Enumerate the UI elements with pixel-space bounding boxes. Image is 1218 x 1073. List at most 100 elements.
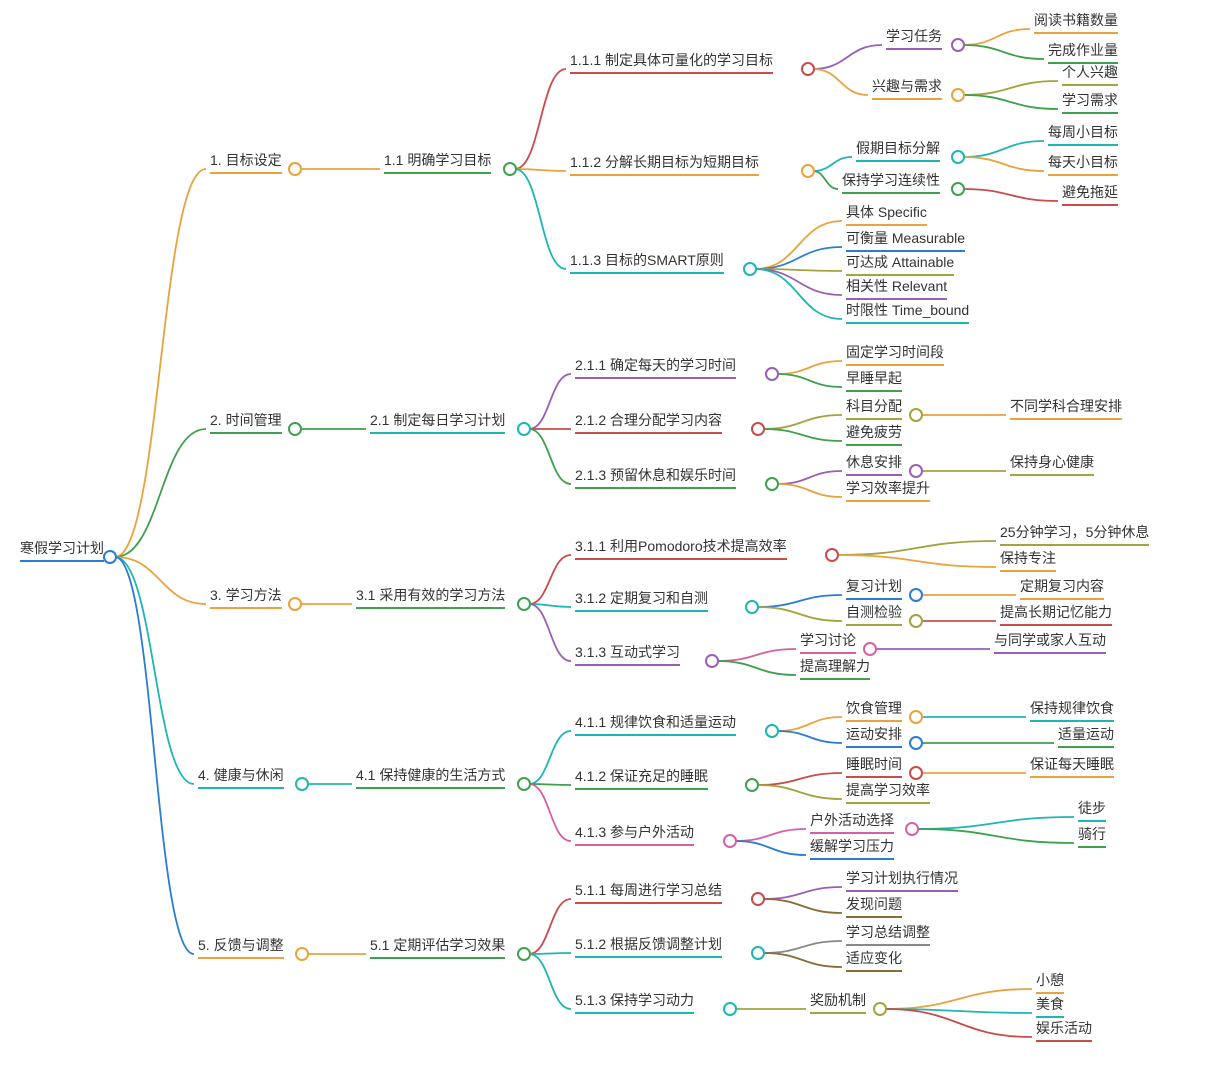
mindmap-node: 睡眠时间 [846, 754, 902, 778]
mindmap-node-dot [765, 724, 779, 738]
mindmap-node: 娱乐活动 [1036, 1018, 1092, 1042]
mindmap-edge [763, 941, 842, 953]
mindmap-node: 休息安排 [846, 452, 902, 476]
mindmap-node: 避免疲劳 [846, 422, 902, 446]
mindmap-node: 提高理解力 [800, 656, 870, 680]
mindmap-edge [755, 221, 842, 269]
mindmap-node: 学习效率提升 [846, 478, 930, 502]
mindmap-node-dot [909, 614, 923, 628]
mindmap-node-dot [909, 766, 923, 780]
mindmap-node-dot [863, 642, 877, 656]
mindmap-node: 2.1.2 合理分配学习内容 [575, 410, 722, 434]
mindmap-node: 保持专注 [1000, 548, 1056, 572]
mindmap-edge [763, 899, 842, 913]
mindmap-node: 4.1.1 规律饮食和适量运动 [575, 712, 736, 736]
mindmap-edge [515, 169, 566, 269]
mindmap-edge [777, 484, 842, 497]
mindmap-node: 25分钟学习，5分钟休息 [1000, 522, 1149, 546]
mindmap-node-dot [517, 947, 531, 961]
mindmap-node: 阅读书籍数量 [1034, 10, 1118, 34]
mindmap-edge [777, 361, 842, 374]
mindmap-node-dot [765, 477, 779, 491]
mindmap-edge [837, 541, 996, 555]
mindmap-node: 5. 反馈与调整 [198, 935, 284, 959]
mindmap-edge [917, 817, 1074, 829]
mindmap-edge [813, 45, 882, 69]
mindmap-edge [757, 785, 842, 799]
mindmap-edge [529, 731, 571, 784]
mindmap-node: 运动安排 [846, 724, 902, 748]
mindmap-node: 适应变化 [846, 948, 902, 972]
mindmap-node-dot [909, 588, 923, 602]
mindmap-edge [529, 555, 571, 604]
mindmap-edge [837, 555, 996, 567]
mindmap-edge [529, 784, 571, 785]
mindmap-node-dot [951, 150, 965, 164]
mindmap-node: 保证每天睡眠 [1030, 754, 1114, 778]
mindmap-edge [757, 773, 842, 785]
mindmap-node: 2.1.1 确定每天的学习时间 [575, 355, 736, 379]
mindmap-node: 不同学科合理安排 [1010, 396, 1122, 420]
mindmap-node-dot [295, 777, 309, 791]
mindmap-edge [529, 604, 571, 661]
mindmap-node-dot [517, 422, 531, 436]
mindmap-node: 个人兴趣 [1062, 62, 1118, 86]
mindmap-node: 饮食管理 [846, 698, 902, 722]
mindmap-node: 每周小目标 [1048, 122, 1118, 146]
mindmap-node: 骑行 [1078, 824, 1106, 848]
mindmap-edge [755, 247, 842, 269]
mindmap-node: 具体 Specific [846, 202, 927, 226]
mindmap-node: 发现问题 [846, 894, 902, 918]
mindmap-node: 学习任务 [886, 26, 942, 50]
mindmap-edge [763, 415, 842, 429]
mindmap-node: 缓解学习压力 [810, 836, 894, 860]
mindmap-node: 4. 健康与休闲 [198, 765, 284, 789]
mindmap-node: 保持规律饮食 [1030, 698, 1114, 722]
mindmap-node: 4.1.3 参与户外活动 [575, 822, 694, 846]
mindmap-node: 1. 目标设定 [210, 150, 282, 174]
mindmap-node-dot [723, 834, 737, 848]
mindmap-edge [963, 157, 1044, 171]
mindmap-node: 美食 [1036, 994, 1064, 1018]
mindmap-node: 1.1.1 制定具体可量化的学习目标 [570, 50, 773, 74]
mindmap-edge [735, 829, 806, 841]
mindmap-node: 2.1.3 预留休息和娱乐时间 [575, 465, 736, 489]
mindmap-node: 3.1.3 互动式学习 [575, 642, 680, 666]
mindmap-node: 学习计划执行情况 [846, 868, 958, 892]
mindmap-edge [813, 157, 852, 171]
mindmap-edge [757, 595, 842, 607]
mindmap-node: 保持学习连续性 [842, 170, 940, 194]
mindmap-node: 1.1.2 分解长期目标为短期目标 [570, 152, 759, 176]
mindmap-edge [777, 471, 842, 484]
mindmap-node: 兴趣与需求 [872, 76, 942, 100]
mindmap-node: 5.1.3 保持学习动力 [575, 990, 694, 1014]
mindmap-node-dot [951, 38, 965, 52]
mindmap-node: 早睡早起 [846, 368, 902, 392]
mindmap-node: 小憩 [1036, 970, 1064, 994]
mindmap-node: 3.1.2 定期复习和自测 [575, 588, 708, 612]
mindmap-node-dot [751, 946, 765, 960]
mindmap-node: 固定学习时间段 [846, 342, 944, 366]
mindmap-node-dot [909, 408, 923, 422]
mindmap-edge [529, 429, 571, 484]
mindmap-node-dot [909, 464, 923, 478]
mindmap-node: 1.1.3 目标的SMART原则 [570, 250, 724, 274]
mindmap-node: 学习需求 [1062, 90, 1118, 114]
mindmap-node-dot [743, 262, 757, 276]
mindmap-edge [755, 269, 842, 295]
mindmap-node: 提高长期记忆能力 [1000, 602, 1112, 626]
mindmap-node-dot [517, 597, 531, 611]
mindmap-edge [885, 989, 1032, 1009]
mindmap-edge [777, 717, 842, 731]
mindmap-node: 3.1 采用有效的学习方法 [356, 585, 505, 609]
mindmap-node-dot [751, 422, 765, 436]
mindmap-node: 可达成 Attainable [846, 252, 954, 276]
mindmap-node: 2. 时间管理 [210, 410, 282, 434]
mindmap-node-dot [909, 736, 923, 750]
mindmap-edge [717, 649, 796, 661]
mindmap-edge [115, 557, 206, 604]
mindmap-edge [115, 557, 194, 954]
mindmap-edge [917, 829, 1074, 843]
mindmap-node: 适量运动 [1058, 724, 1114, 748]
mindmap-node-dot [295, 947, 309, 961]
